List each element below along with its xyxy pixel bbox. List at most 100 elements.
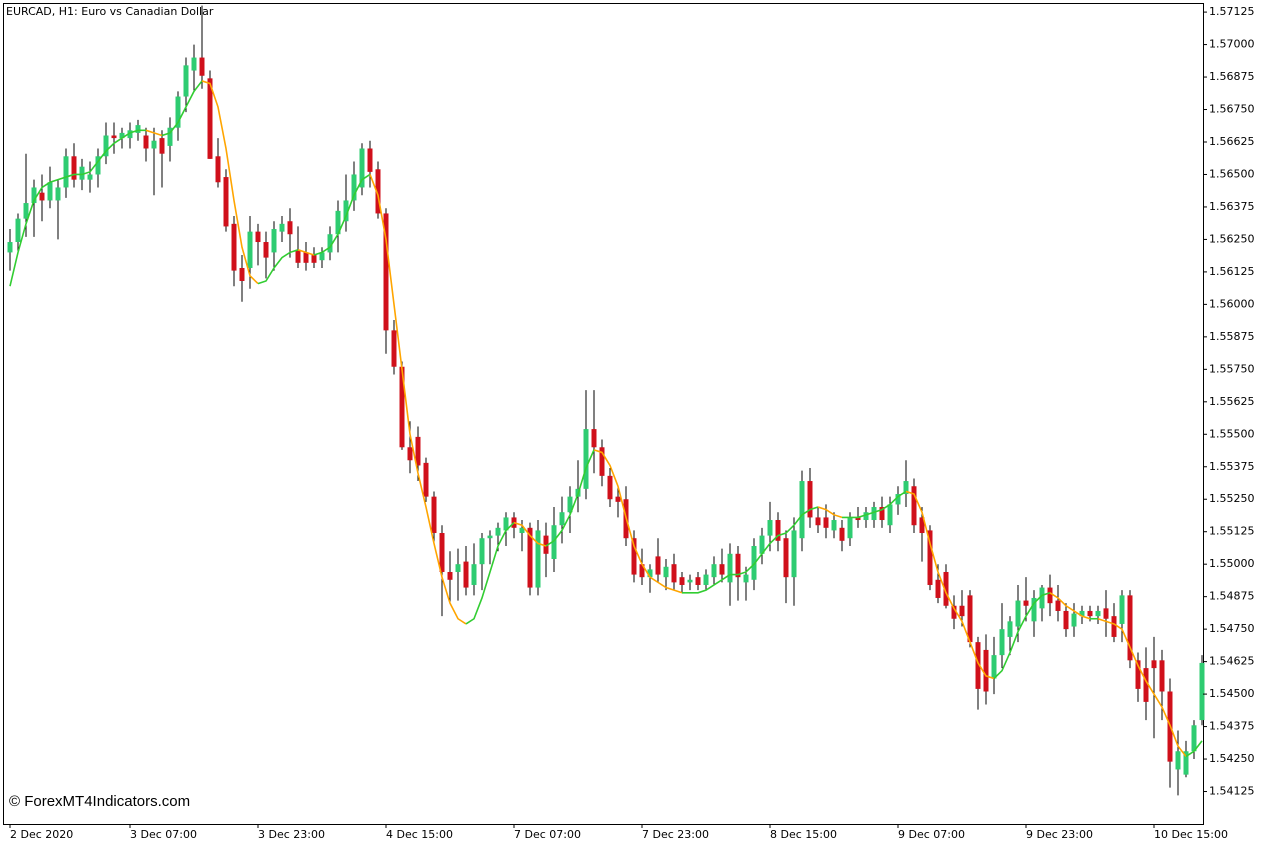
candle-body: [415, 436, 421, 466]
candle-body: [647, 569, 653, 578]
candle-body: [1111, 616, 1117, 637]
candle-body: [1191, 725, 1197, 752]
candle-body: [855, 517, 861, 521]
x-tick-label: 9 Dec 07:00: [898, 828, 965, 841]
candle-body: [319, 252, 325, 261]
candle-body: [1007, 621, 1013, 637]
x-tick-label: 3 Dec 07:00: [130, 828, 197, 841]
candle-body: [743, 574, 749, 583]
x-tick-label: 3 Dec 23:00: [258, 828, 325, 841]
indicator-line: [313, 173, 371, 256]
candle-body: [735, 553, 741, 578]
candle-body: [207, 78, 213, 159]
candle-body: [727, 553, 733, 583]
candle-body: [431, 496, 437, 534]
candle-body: [367, 148, 373, 172]
candle-body: [1047, 587, 1053, 604]
candle-body: [543, 535, 549, 554]
candle-body: [47, 182, 53, 201]
y-tick-label: 1.54125: [1209, 785, 1255, 798]
candle-body: [975, 642, 981, 689]
candle-body: [759, 535, 765, 554]
candle-body: [95, 156, 101, 175]
candle-body: [631, 538, 637, 575]
candle-body: [1015, 600, 1021, 627]
y-tick-label: 1.56625: [1209, 135, 1255, 148]
candle-body: [7, 242, 13, 253]
candle-body: [1135, 660, 1141, 689]
x-tick-label: 10 Dec 15:00: [1154, 828, 1228, 841]
candle-body: [495, 527, 501, 536]
candle-body: [183, 65, 189, 97]
candle-body: [327, 234, 333, 253]
indicator-line: [369, 174, 467, 625]
candle-body: [439, 533, 445, 572]
candle-body: [383, 213, 389, 331]
x-tick-label: 2 Dec 2020: [10, 828, 73, 841]
candle-body: [951, 605, 957, 619]
candle-body: [991, 655, 997, 679]
y-tick-label: 1.56000: [1209, 297, 1255, 310]
candle-body: [583, 429, 589, 489]
candle-body: [679, 577, 685, 585]
candle-body: [479, 538, 485, 565]
y-tick-label: 1.56875: [1209, 70, 1255, 83]
candle-body: [1079, 610, 1085, 617]
y-tick-label: 1.54875: [1209, 590, 1255, 603]
candle-body: [567, 496, 573, 513]
y-tick-label: 1.55125: [1209, 525, 1255, 538]
candle-body: [263, 242, 269, 258]
candle-body: [599, 447, 605, 476]
candle-body: [311, 255, 317, 263]
candle-body: [463, 561, 469, 588]
y-tick-label: 1.55250: [1209, 492, 1255, 505]
candle-body: [375, 169, 381, 214]
candle-body: [247, 231, 253, 269]
candle-body: [255, 231, 261, 243]
candle-body: [535, 530, 541, 588]
candle-body: [15, 218, 21, 243]
indicator-line: [161, 80, 203, 137]
candle-body: [1183, 751, 1189, 775]
candle-body: [943, 571, 949, 606]
candle-body: [503, 517, 509, 531]
y-tick-label: 1.55000: [1209, 557, 1255, 570]
candle-body: [711, 564, 717, 578]
candle-body: [919, 517, 925, 534]
candle-body: [551, 525, 557, 559]
y-tick-label: 1.55875: [1209, 330, 1255, 343]
candle-body: [895, 494, 901, 505]
candle-body: [983, 649, 989, 692]
candle-body: [767, 520, 773, 536]
candle-body: [335, 210, 341, 235]
plot-frame: [3, 3, 1204, 825]
x-tick-label: 9 Dec 23:00: [1026, 828, 1093, 841]
candle-body: [271, 229, 277, 253]
candle-body: [1095, 610, 1101, 617]
y-tick-label: 1.56125: [1209, 265, 1255, 278]
candle-body: [1127, 595, 1133, 661]
indicator-line: [257, 249, 299, 285]
y-tick-label: 1.56375: [1209, 200, 1255, 213]
candle-body: [911, 486, 917, 526]
candle-body: [143, 135, 149, 149]
indicator-line: [817, 506, 843, 519]
candle-body: [87, 174, 93, 180]
candle-body: [807, 481, 813, 518]
candle-body: [967, 595, 973, 643]
candle-body: [63, 156, 69, 188]
candle-body: [215, 156, 221, 183]
candle-body: [863, 512, 869, 521]
candle-body: [663, 566, 669, 578]
y-tick-label: 1.54750: [1209, 622, 1255, 635]
candle-body: [399, 366, 405, 448]
candle-body: [1159, 660, 1165, 692]
indicator-line: [1185, 740, 1203, 758]
candle-body: [351, 174, 357, 201]
indicator-line: [842, 490, 907, 519]
candle-body: [775, 520, 781, 541]
x-tick-label: 8 Dec 15:00: [770, 828, 837, 841]
candle-body: [175, 96, 181, 128]
candle-body: [1039, 587, 1045, 609]
